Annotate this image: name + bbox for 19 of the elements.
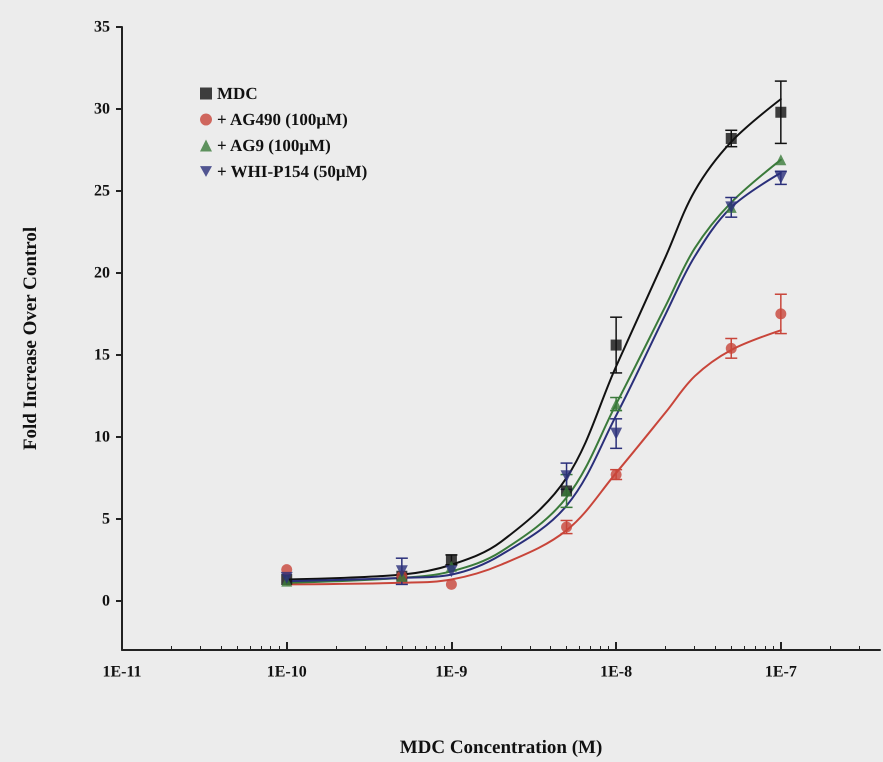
y-tick-label: 10 <box>94 428 110 446</box>
y-axis-title: Fold Increase Over Control <box>20 226 41 450</box>
y-tick-label: 5 <box>102 510 110 528</box>
x-axis-title: MDC Concentration (M) <box>400 737 602 758</box>
x-tick-label: 1E-9 <box>435 664 468 680</box>
legend-label: + AG9 (100μM) <box>217 136 331 155</box>
legend-label: + WHI-P154 (50μM) <box>217 162 368 181</box>
y-tick-label: 25 <box>94 182 110 200</box>
y-tick-label: 35 <box>94 18 110 36</box>
legend-label: + AG490 (100μM) <box>217 110 348 129</box>
y-tick-label: 0 <box>102 592 110 610</box>
x-tick-label: 1E-10 <box>266 664 307 680</box>
x-tick-label: 1E-7 <box>764 664 797 680</box>
y-tick-label: 20 <box>94 264 110 282</box>
x-tick-label: 1E-8 <box>600 664 632 680</box>
y-tick-label: 15 <box>94 346 110 364</box>
legend-label: MDC <box>217 84 258 103</box>
x-tick-label: 1E-11 <box>102 664 142 680</box>
y-tick-label: 30 <box>94 100 110 118</box>
